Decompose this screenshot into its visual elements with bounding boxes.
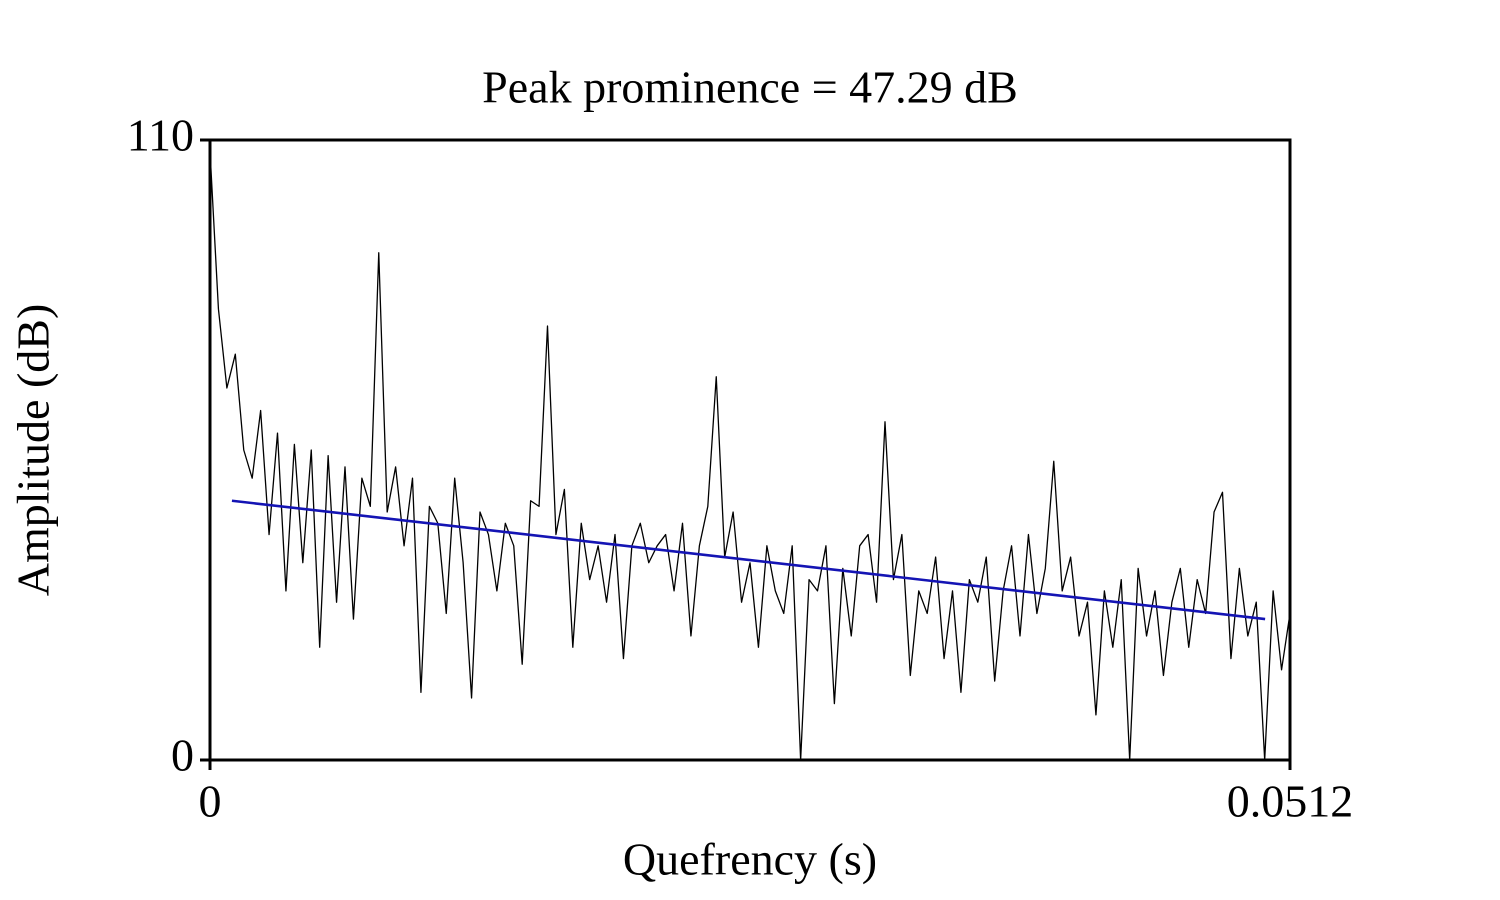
y-tick-label: 0 (171, 730, 194, 781)
x-axis-label: Quefrency (s) (623, 834, 877, 885)
y-tick-label: 110 (127, 110, 194, 161)
plot-frame (208, 138, 1292, 762)
x-tick-label: 0.0512 (1227, 776, 1354, 827)
x-tick-label: 0 (199, 776, 222, 827)
series-line (209, 151, 1291, 761)
y-axis-label: Amplitude (dB) (8, 304, 59, 597)
chart-title: Peak prominence = 47.29 dB (482, 62, 1018, 113)
series-line (231, 499, 1266, 621)
